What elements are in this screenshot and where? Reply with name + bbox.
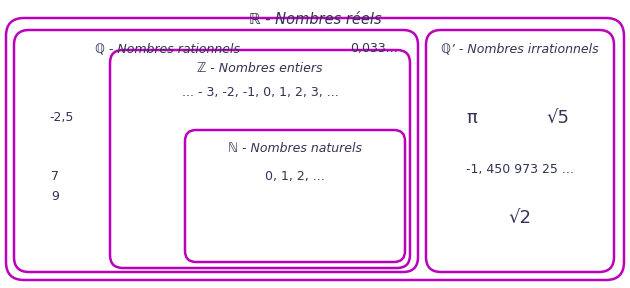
Text: √2: √2: [508, 209, 532, 227]
Text: ℚ - Nombres rationnels: ℚ - Nombres rationnels: [95, 42, 240, 55]
Text: -1, 450 973 25 ...: -1, 450 973 25 ...: [466, 164, 574, 177]
Text: 0,033...: 0,033...: [350, 42, 398, 55]
Text: √5: √5: [546, 109, 570, 127]
Text: ℝ - Nombres réels: ℝ - Nombres réels: [249, 12, 381, 27]
Text: ℕ - Nombres naturels: ℕ - Nombres naturels: [228, 142, 362, 155]
Text: 9: 9: [51, 190, 59, 202]
Text: ℤ - Nombres entiers: ℤ - Nombres entiers: [197, 62, 323, 75]
Text: π: π: [467, 109, 478, 127]
Text: ℚ’ - Nombres irrationnels: ℚ’ - Nombres irrationnels: [441, 42, 598, 55]
Text: 0, 1, 2, ...: 0, 1, 2, ...: [265, 170, 325, 183]
Text: 7: 7: [51, 170, 59, 183]
Text: -2,5: -2,5: [50, 111, 74, 124]
Text: ... - 3, -2, -1, 0, 1, 2, 3, ...: ... - 3, -2, -1, 0, 1, 2, 3, ...: [181, 86, 338, 99]
